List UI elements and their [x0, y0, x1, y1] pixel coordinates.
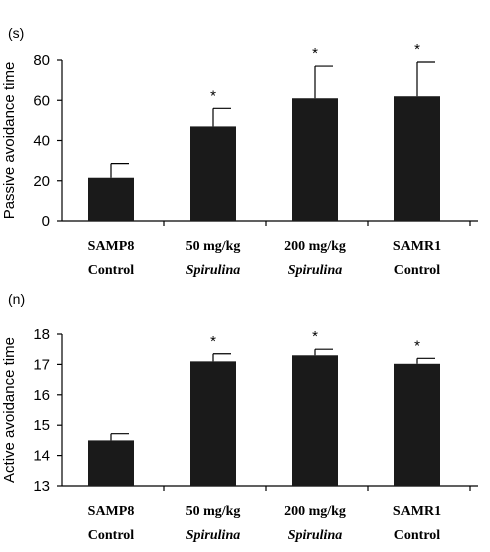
category-label-line1: 200 mg/kg [284, 239, 346, 254]
y-axis-label: Active avoidance time [1, 337, 18, 483]
significance-marker: * [312, 328, 318, 345]
bar-2 [190, 126, 236, 221]
category-label-line1: SAMP8 [88, 504, 135, 519]
category-label-line2: Control [394, 528, 441, 543]
y-tick-label: 80 [33, 52, 50, 69]
y-tick-label: 15 [33, 417, 50, 434]
chart-panel-2: (n) Active avoidance time 13 14 15 16 17 18 SAMP… [1, 291, 478, 543]
y-tick-label: 16 [33, 387, 50, 404]
bar-2 [190, 361, 236, 486]
y-tick-label: 13 [33, 478, 50, 495]
category-label-line2: Spirulina [288, 263, 342, 278]
category-label-line2: Control [394, 263, 441, 278]
category-label-line1: SAMP8 [88, 239, 135, 254]
y-tick-label: 60 [33, 92, 50, 109]
significance-marker: * [414, 41, 420, 58]
y-tick-label: 0 [42, 213, 50, 230]
category-label-line2: Spirulina [186, 263, 240, 278]
chart-panel-1: (s) Passive avoidance time 0 20 40 60 80 SAMP8 C… [1, 25, 478, 278]
category-label-line2: Spirulina [288, 528, 342, 543]
bar-4 [394, 363, 440, 486]
y-axis-label: Passive avoidance time [1, 62, 18, 220]
category-label-line1: 50 mg/kg [186, 504, 241, 519]
category-label-line1: 200 mg/kg [284, 504, 346, 519]
unit-label: (n) [8, 291, 25, 307]
bar-1 [88, 177, 134, 221]
unit-label: (s) [8, 25, 24, 41]
y-tick-label: 17 [33, 356, 50, 373]
category-label-line1: 50 mg/kg [186, 239, 241, 254]
significance-marker: * [210, 87, 216, 104]
category-label-line2: Control [88, 528, 135, 543]
category-label-line1: SAMR1 [393, 239, 441, 254]
significance-marker: * [210, 333, 216, 350]
y-tick-label: 40 [33, 133, 50, 150]
category-label-line2: Spirulina [186, 528, 240, 543]
y-tick-label: 20 [33, 173, 50, 190]
category-label-line1: SAMR1 [393, 504, 441, 519]
significance-marker: * [312, 45, 318, 62]
bar-3 [292, 355, 338, 486]
bar-1 [88, 440, 134, 486]
bar-4 [394, 96, 440, 221]
bar-3 [292, 98, 338, 221]
significance-marker: * [414, 337, 420, 354]
y-tick-label: 14 [33, 448, 50, 465]
category-label-line2: Control [88, 263, 135, 278]
y-tick-label: 18 [33, 326, 50, 343]
